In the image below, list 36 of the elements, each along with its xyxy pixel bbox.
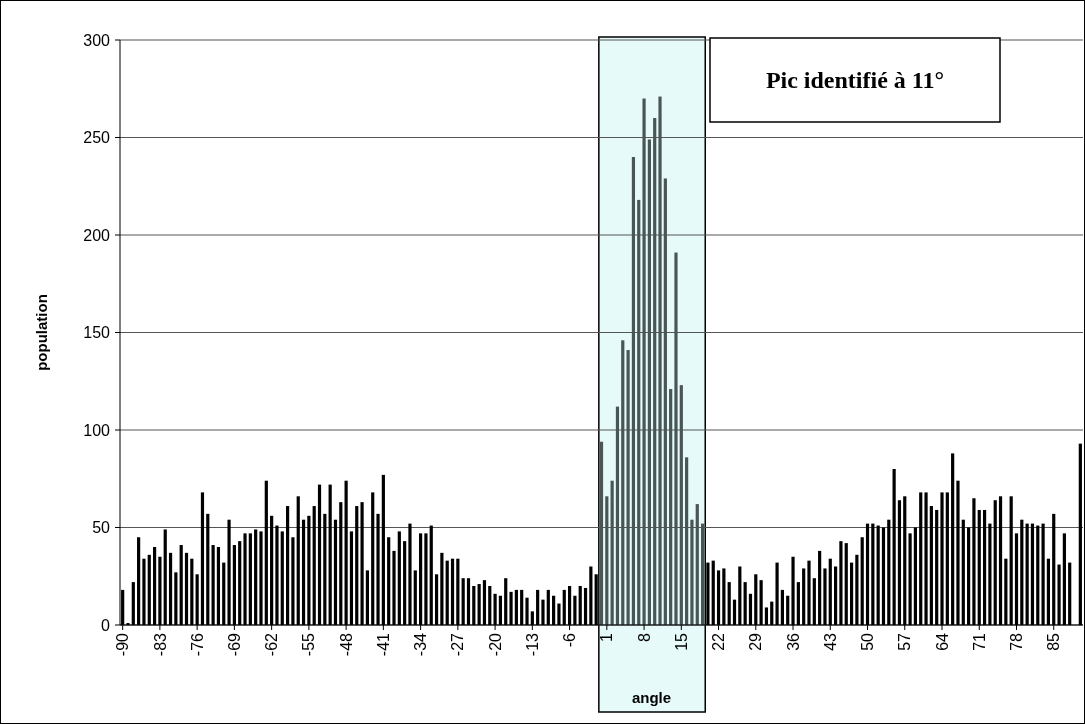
x-tick-label: -90 — [114, 632, 132, 657]
x-axis-title: angle — [631, 689, 672, 706]
y-tick-label: 50 — [92, 519, 111, 537]
y-tick-label: 300 — [83, 31, 111, 49]
x-tick-label: -34 — [412, 632, 430, 657]
x-tick-label: -20 — [486, 632, 504, 657]
x-tick-label: -83 — [151, 632, 169, 657]
x-tick-label: 1 — [598, 632, 616, 642]
x-tick-label: 36 — [784, 632, 802, 651]
x-tick-label: -27 — [449, 632, 467, 657]
x-tick-label: -13 — [523, 632, 541, 657]
x-tick-label: 64 — [933, 632, 951, 651]
annotation: Pic identifié à 11° — [765, 67, 945, 94]
x-tick-label: 8 — [635, 632, 653, 642]
y-tick-label: 100 — [83, 421, 111, 439]
x-tick-label: 71 — [970, 632, 988, 651]
x-tick-label: 57 — [896, 632, 914, 651]
x-tick-label: -41 — [374, 632, 392, 657]
x-tick-label: -69 — [225, 632, 243, 657]
x-tick-label: 22 — [710, 632, 728, 651]
y-tick-label: 250 — [83, 129, 111, 147]
x-tick-label: -55 — [300, 632, 318, 657]
x-tick-label: -6 — [561, 632, 579, 648]
x-tick-label: 29 — [747, 632, 765, 651]
y-axis-title: population — [33, 294, 50, 371]
x-tick-label: -76 — [188, 632, 206, 657]
y-tick-label: 150 — [83, 324, 111, 342]
x-tick-label: 50 — [859, 632, 877, 651]
x-tick-label: -48 — [337, 632, 355, 657]
y-tick-label: 0 — [101, 616, 111, 634]
x-tick-label: 15 — [672, 632, 690, 651]
x-tick-label: -62 — [263, 632, 281, 657]
x-tick-label: 78 — [1008, 632, 1026, 651]
x-tick-label: 85 — [1045, 632, 1063, 651]
y-tick-label: 200 — [83, 226, 111, 244]
x-tick-label: 43 — [821, 632, 839, 651]
